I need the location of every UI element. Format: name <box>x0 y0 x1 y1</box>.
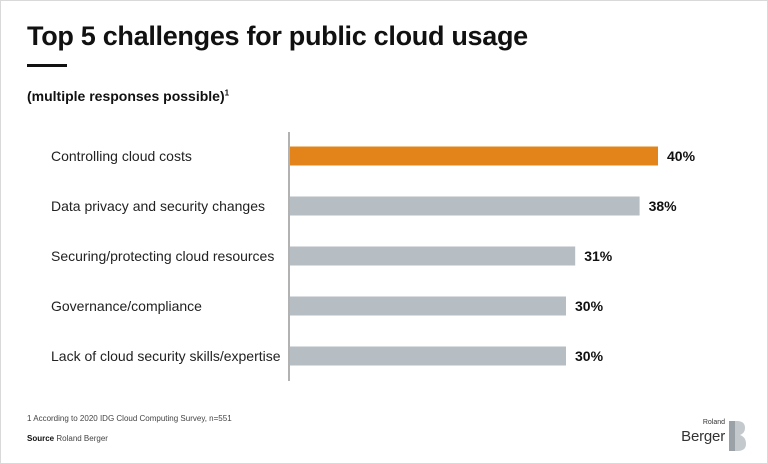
roland-berger-logo: Roland Berger <box>669 419 747 455</box>
bar <box>290 196 640 216</box>
category-label: Controlling cloud costs <box>51 148 192 164</box>
bar <box>290 296 566 316</box>
value-label: 30% <box>575 298 604 314</box>
footnote: 1 According to 2020 IDG Cloud Computing … <box>27 414 232 423</box>
subtitle-footnote-marker: 1 <box>224 88 230 98</box>
subtitle-text: (multiple responses possible) <box>27 88 225 104</box>
value-label: 38% <box>649 198 678 214</box>
bar <box>290 246 576 266</box>
chart-subtitle: (multiple responses possible)1 <box>27 88 229 104</box>
value-label: 30% <box>575 348 604 364</box>
value-label: 31% <box>584 248 613 264</box>
bars-group: Controlling cloud costs 40% Data privacy a… <box>51 146 696 366</box>
value-label: 40% <box>667 148 696 164</box>
bar <box>290 346 566 366</box>
roland-berger-b-logo-icon <box>729 421 746 451</box>
page-title: Top 5 challenges for public cloud usage <box>27 21 528 51</box>
category-label: Securing/protecting cloud resources <box>51 248 274 264</box>
category-label: Data privacy and security changes <box>51 198 265 214</box>
category-label: Governance/compliance <box>51 298 202 314</box>
source-label: Source <box>27 434 55 443</box>
logo-text-roland: Roland <box>702 419 725 426</box>
bar <box>290 146 658 166</box>
title-underline <box>27 64 67 67</box>
category-label: Lack of cloud security skills/expertise <box>51 348 281 364</box>
source-text: Roland Berger <box>56 434 108 443</box>
logo-text-berger: Berger <box>681 428 725 445</box>
source-line: Source Roland Berger <box>27 434 108 443</box>
